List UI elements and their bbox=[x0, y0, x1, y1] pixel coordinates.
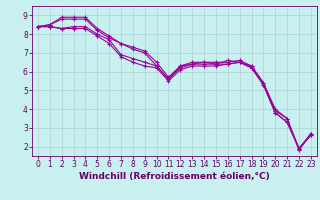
X-axis label: Windchill (Refroidissement éolien,°C): Windchill (Refroidissement éolien,°C) bbox=[79, 172, 270, 181]
